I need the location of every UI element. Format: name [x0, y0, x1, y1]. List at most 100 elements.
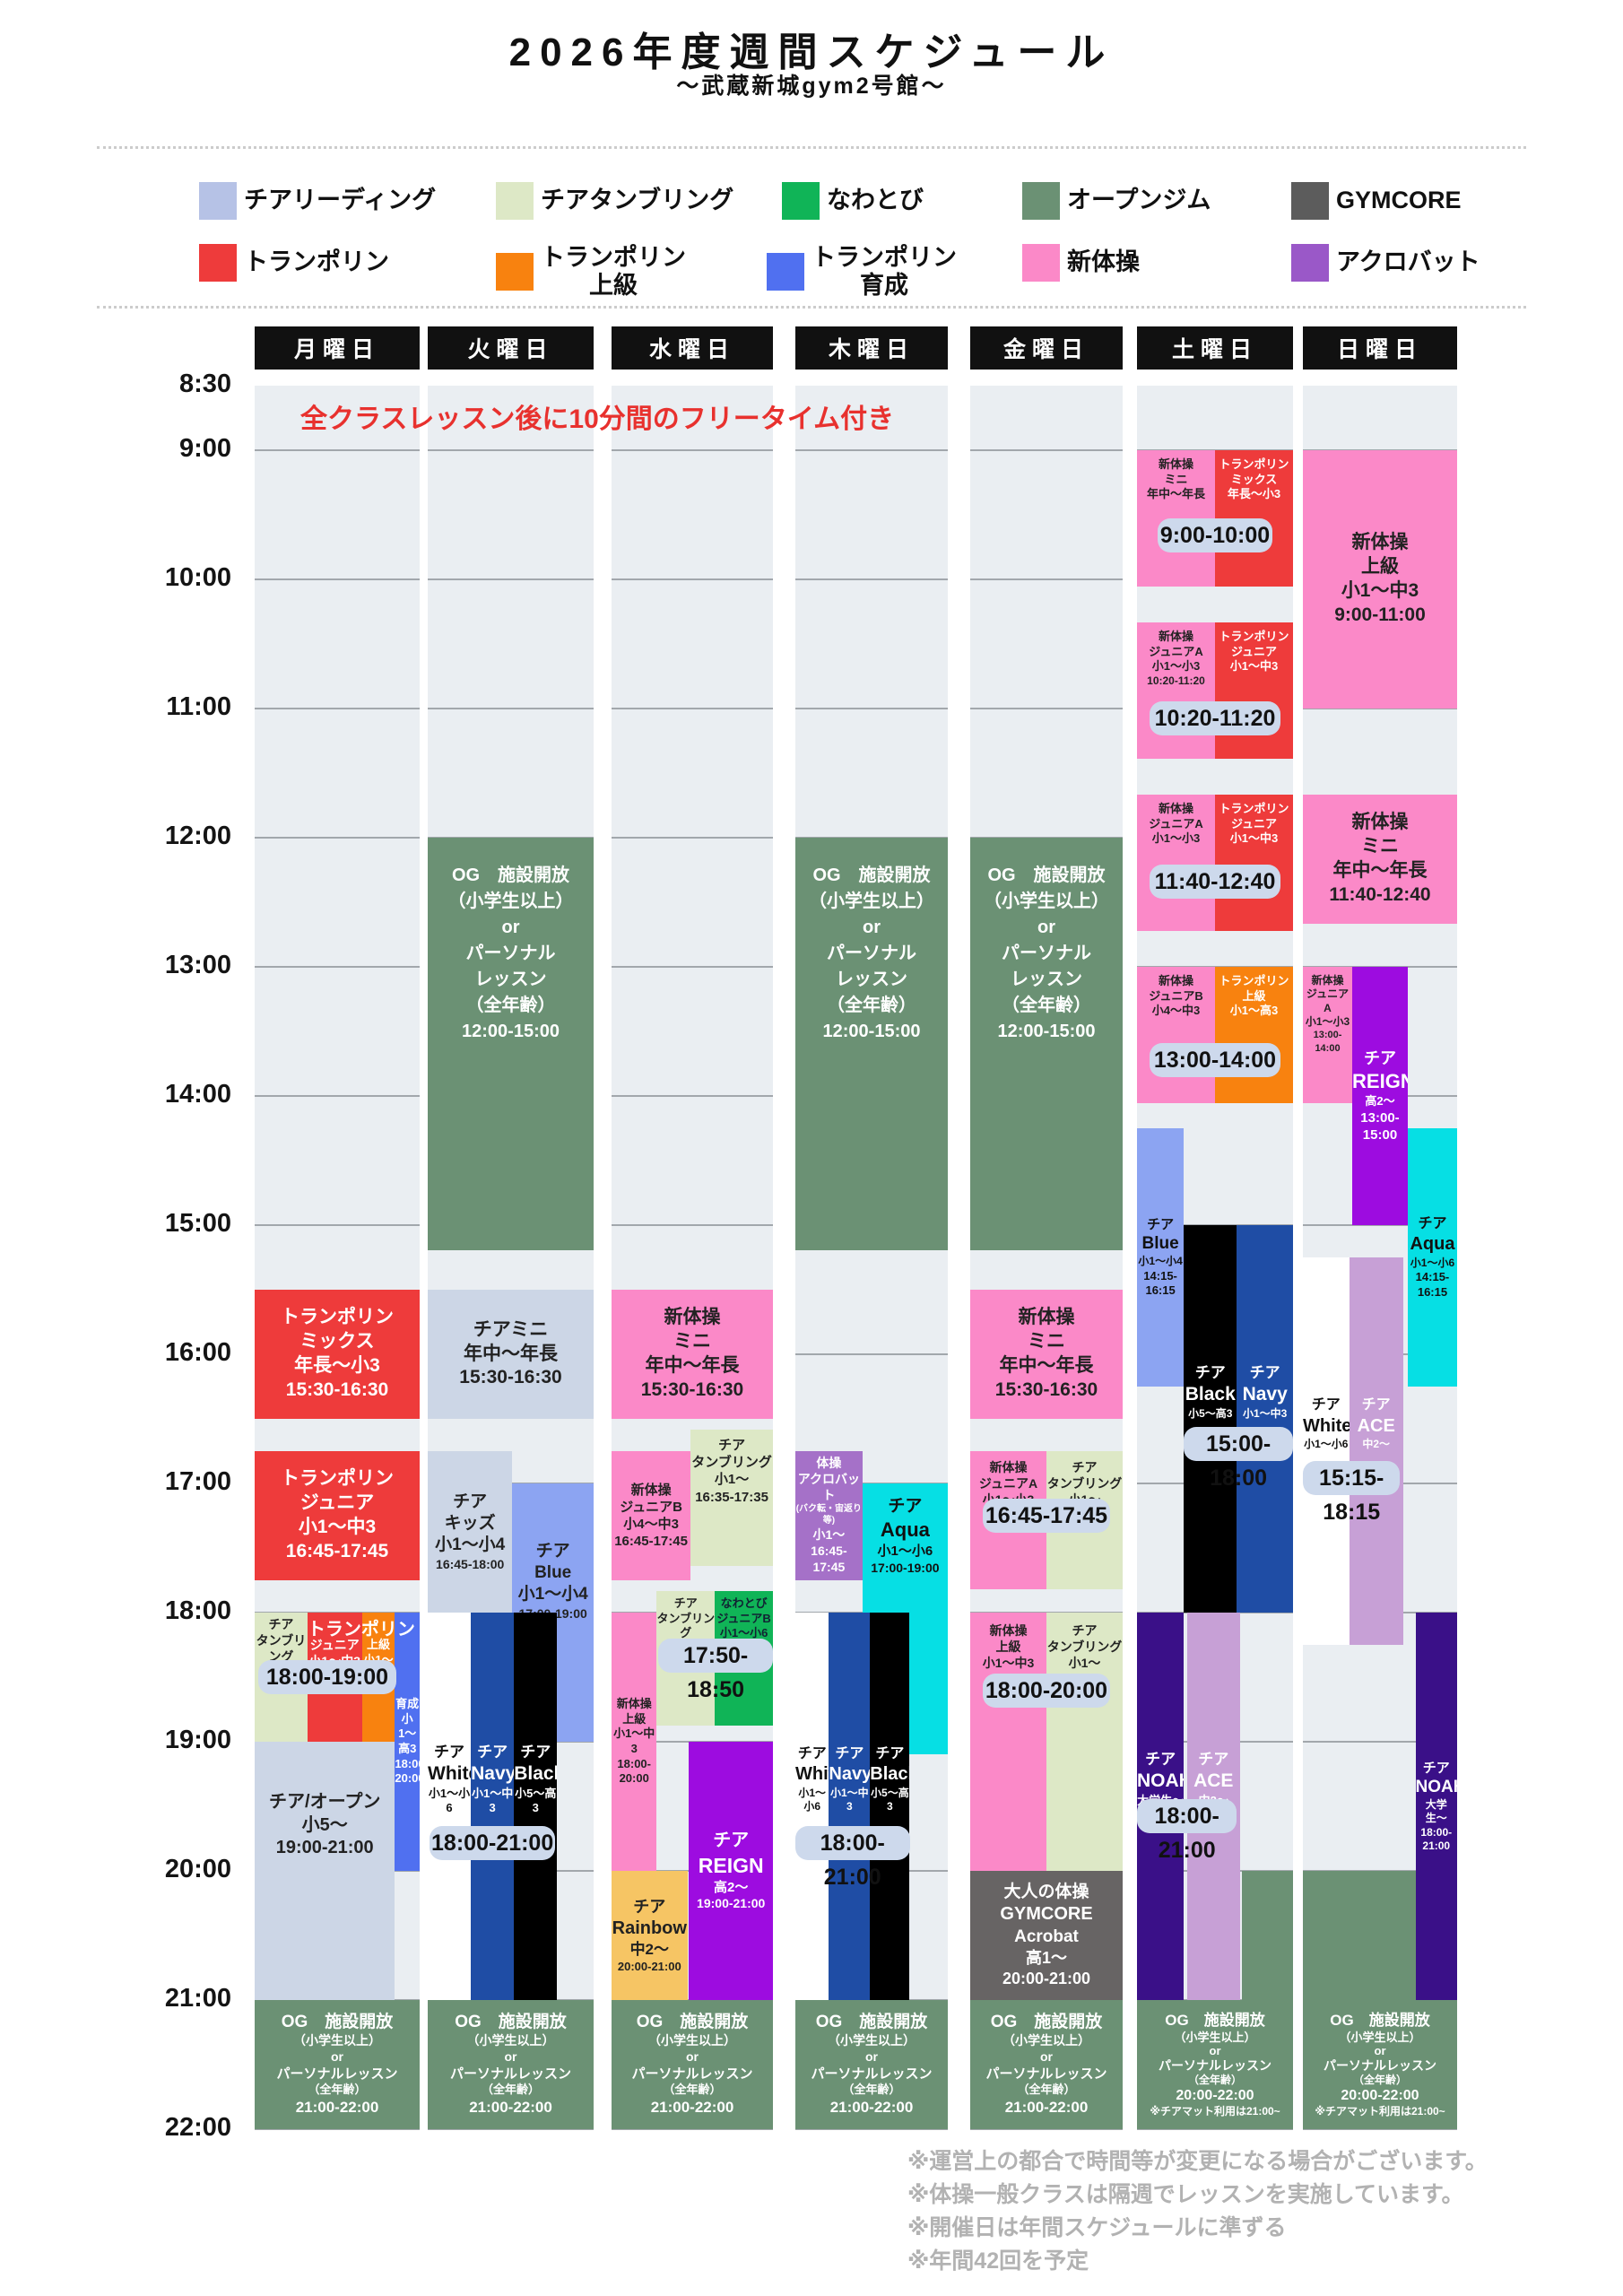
event-text: チア Blue 小1〜小4 14:15- 16:15: [1137, 1216, 1184, 1299]
event-line: チア: [797, 1745, 827, 1761]
event-line: 20:00-22:00: [1341, 2088, 1419, 2103]
event-line: OG 施設開放: [815, 2013, 928, 2032]
event-text: チア タンブリング 小1〜 16:35-17:35: [690, 1437, 773, 1506]
event-line: 上級: [622, 1711, 647, 1726]
day-header-wed: 水曜日: [612, 326, 773, 370]
event-line: 新体操: [989, 1623, 1028, 1638]
hour-line: [612, 1224, 773, 1226]
time-badge: 17:50-18:50: [658, 1639, 773, 1702]
time-badge: 11:40-12:40: [1149, 865, 1281, 899]
schedule-event-sat-53: [1241, 1871, 1293, 2000]
time-label-1400: 14:00: [164, 1079, 231, 1109]
legend-item: なわとび: [782, 182, 924, 220]
event-text: 新体操 ミニ 年中〜年長 11:40-12:40: [1303, 811, 1457, 908]
event-line: 体操: [816, 1456, 842, 1471]
event-line: 上級: [995, 1639, 1021, 1654]
legend-item: トランポリン 育成: [767, 244, 957, 300]
event-line: 新体操: [664, 1307, 721, 1328]
event-line: チア: [1418, 1215, 1447, 1231]
legend-label: チアタンブリング: [541, 187, 734, 214]
event-line: （全年齢）: [1017, 2083, 1076, 2097]
event-line: 15:30-16:30: [640, 1378, 744, 1400]
event-text: トランポリン ジュニア 小1〜中3 16:45-17:45: [255, 1467, 420, 1564]
event-line: 9:00-11:00: [1334, 604, 1426, 625]
event-line: 小1〜小4: [435, 1535, 506, 1555]
event-text: OG 施設開放 （小学生以上） or パーソナル レッスン （全年齢） 12:00-15:0…: [970, 863, 1123, 1045]
schedule-event-fri-38: 大人の体操 GYMCORE Acrobat 高1〜 20:00-21:00: [970, 1871, 1123, 2000]
event-line: ミックス: [1230, 472, 1278, 486]
schedule-event-wed-19: 新体操 上級 小1〜中3 18:00- 20:00: [612, 1613, 657, 1871]
event-line: チア/オープン: [269, 1792, 381, 1812]
event-text: チア キッズ 小1〜小4 16:45-18:00: [428, 1492, 512, 1573]
event-line: タンブリング: [691, 1455, 772, 1471]
day-header-sat: 土曜日: [1137, 326, 1293, 370]
event-line: OG 施設開放: [1330, 2011, 1430, 2029]
schedule-event-mon-6: チア/オープン 小5〜 19:00-21:00: [255, 1742, 395, 2049]
event-line: アクロバット: [797, 1472, 861, 1503]
event-line: チア: [1072, 1460, 1098, 1474]
time-label-1600: 16:00: [164, 1337, 231, 1367]
event-text: 大人の体操 GYMCORE Acrobat 高1〜 20:00-21:00: [970, 1882, 1123, 1989]
event-line: 新体操: [1158, 974, 1193, 987]
event-text: チア White 小1〜小6: [1303, 1396, 1350, 1451]
event-line: 21:00: [1422, 1839, 1451, 1853]
event-line: 14:15-: [1415, 1270, 1450, 1284]
time-badge: 9:00-10:00: [1157, 518, 1273, 552]
event-line: 小1〜中3: [829, 1786, 869, 1813]
event-line: パーソナルレッスン: [1324, 2058, 1436, 2074]
event-line: レッスン: [1011, 970, 1082, 989]
event-line: 小1〜: [1068, 1655, 1101, 1670]
event-text: 新体操 ミニ 年中〜年長 15:30-16:30: [612, 1306, 773, 1403]
divider-legend-bottom: [97, 306, 1526, 309]
event-line: パーソナルレッスン: [449, 2066, 571, 2083]
event-line: チア: [875, 1745, 905, 1761]
event-line: 年中〜年長: [645, 1355, 740, 1376]
event-line: 19:00-21:00: [275, 1838, 374, 1858]
event-line: チアミニ: [473, 1318, 549, 1340]
time-badge: 18:00-19:00: [257, 1660, 397, 1694]
hour-line: [255, 1095, 420, 1097]
event-text: OG 施設開放 （小学生以上） or パーソナル レッスン （全年齢） 12:00-15:0…: [428, 863, 594, 1045]
schedule-event-sun-57: 新体操 ジュニアA 小1〜小3 13:00-14:00: [1303, 967, 1353, 1103]
event-line: ジュニア: [1230, 644, 1278, 658]
event-line: チア: [633, 1897, 666, 1916]
event-line: 18:00-: [395, 1756, 420, 1770]
event-text: 新体操 ジュニアA 小1〜小3 10:20-11:20: [1137, 630, 1215, 688]
event-line: 16:45-17:45: [614, 1534, 688, 1550]
event-line: 年中〜年長: [464, 1343, 558, 1364]
schedule-event-sun-64: OG 施設開放 （小学生以上） or パーソナルレッスン （全年齢） 20:00-22:0…: [1303, 2000, 1457, 2129]
event-line: （小学生以上）: [1002, 2033, 1090, 2048]
event-line: 新体操: [1158, 802, 1193, 816]
event-text: チア Aqua 小1〜小6 17:00-19:00: [863, 1496, 948, 1577]
schedule-event-wed-17: 新体操 ジュニアB 小4〜中3 16:45-17:45: [612, 1451, 691, 1580]
event-text: OG 施設開放 （小学生以上） or パーソナルレッスン （全年齢） 21:00-22:0…: [428, 2012, 594, 2118]
hour-line: [970, 708, 1123, 709]
event-line: 上級: [1361, 556, 1399, 578]
event-line: 19:00-21:00: [697, 1896, 766, 1911]
schedule-event-tue-10: チア キッズ 小1〜小4 16:45-18:00: [428, 1451, 513, 1613]
event-text: チア REIGN 高2〜 19:00-21:00: [689, 1830, 773, 1912]
schedule-event-wed-22: チア REIGN 高2〜 19:00-21:00: [689, 1742, 773, 2000]
event-line: 新体操: [989, 1460, 1028, 1474]
event-line: （小学生以上）: [648, 2033, 736, 2048]
event-text: OG 施設開放 （小学生以上） or パーソナル レッスン （全年齢） 12:00-15:0…: [795, 863, 948, 1045]
hour-line: [612, 708, 773, 709]
event-line: キッズ: [444, 1513, 496, 1533]
time-label-2100: 21:00: [164, 1983, 231, 2013]
event-line: 12:00-15:00: [822, 1022, 921, 1041]
time-label-2000: 20:00: [164, 1854, 231, 1883]
schedule-event-thu-26: 体操 アクロバット (バク転・宙返り等) 小1〜 16:45-17:45: [795, 1451, 863, 1580]
time-label-900: 9:00: [178, 433, 231, 463]
schedule-event-wed-18: チア タンブリング 小1〜 16:35-17:35: [690, 1429, 773, 1566]
event-text: OG 施設開放 （小学生以上） or パーソナルレッスン （全年齢） 20:00-22:0…: [1137, 2012, 1293, 2118]
event-text: チア/オープン 小5〜 19:00-21:00: [255, 1791, 395, 1860]
schedule-event-wed-16: 新体操 ミニ 年中〜年長 15:30-16:30: [612, 1290, 773, 1419]
event-line: 15:30-16:30: [994, 1378, 1098, 1400]
schedule-event-sun-55: 新体操 上級 小1〜中3 9:00-11:00: [1303, 450, 1457, 709]
event-line: 20:00: [395, 1771, 420, 1786]
hour-line: [1303, 708, 1457, 709]
